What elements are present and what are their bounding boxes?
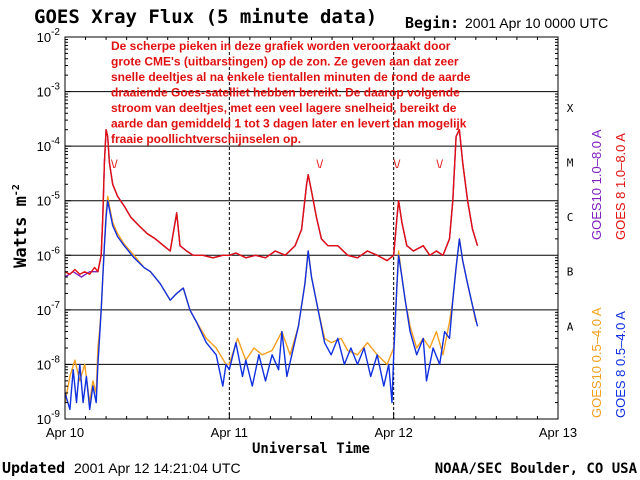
y-tick-base: 10 [37,85,51,100]
begin-value: 2001 Apr 10 0000 UTC [465,15,608,31]
y-tick-label: 10-4 [37,136,61,154]
annotation-line: draaiende Goes-satelliet hebben bereikt.… [111,86,460,100]
y-tick-base: 10 [37,248,51,263]
y-ticks: 10-210-310-410-510-610-710-810-9 [37,27,558,427]
day-separators [228,37,395,419]
svg-text:Watts m-2: Watts m-2 [11,184,31,268]
annotation-marker: \/ [316,157,323,171]
y-tick-exp: -6 [51,245,60,256]
y-tick-base: 10 [37,412,51,427]
annotation-line: snelle deeltjes al na enkele tientallen … [111,70,471,84]
y-tick-label: 10-8 [37,354,61,372]
annotation-line: De scherpe pieken in deze grafiek worden… [111,39,451,53]
y-tick-exp: -7 [51,300,60,311]
source-credit: NOAA/SEC Boulder, CO USA [435,461,638,477]
x-ticks: Apr 10 Apr 11 Apr 12 Apr 13 [46,37,577,440]
flare-class-label: X [567,102,574,115]
annotation-line: stroom van deeltjes, met een veel lagere… [111,101,457,115]
flare-class-label: A [567,320,574,333]
series-layer [64,129,479,411]
y-tick-label: 10-3 [37,82,61,100]
annotation-marker: \/ [111,157,118,171]
y-tick-label: 10-2 [37,27,61,45]
y-tick-exp: -9 [51,409,60,420]
y-tick-base: 10 [37,357,51,372]
annotation-marker: \/ [436,157,443,171]
x-tick-label: Apr 10 [46,425,84,440]
y-axis-label-base: Watts m [11,196,31,268]
y-tick-label: 10-9 [37,409,61,427]
y-axis-label-exp: -2 [11,184,22,196]
x-tick-label: Apr 11 [211,425,248,440]
x-tick-label: Apr 13 [539,425,577,440]
x-tick-label: Apr 12 [375,425,413,440]
flare-class-label: M [567,157,574,170]
y-axis-label: Watts m-2 [11,184,31,268]
series-line [64,195,477,404]
plot-area: 10-210-310-410-510-610-710-810-9 Apr 10 A… [37,27,578,440]
y-tick-label: 10-5 [37,191,61,209]
annotation-marker: \/ [394,157,401,171]
series-line [64,129,479,275]
y-tick-label: 10-6 [37,245,61,263]
chart-title: GOES Xray Flux (5 minute data) [34,6,377,28]
legend-entry: GOES10 0.5–4.0 A [589,307,604,418]
y-tick-base: 10 [37,30,51,45]
y-tick-exp: -3 [51,82,60,93]
updated-label: Updated [2,459,65,477]
y-tick-exp: -8 [51,354,60,365]
begin-label: Begin: [405,14,459,32]
updated-value: 2001 Apr 12 14:21:04 UTC [74,460,241,476]
y-tick-base: 10 [37,303,51,318]
annotation: De scherpe pieken in deze grafiek worden… [111,39,471,171]
y-tick-base: 10 [37,139,51,154]
annotation-line: fraaie poollichtverschijnselen op. [111,132,301,146]
y-tick-label: 10-7 [37,300,61,318]
legend-entry: GOES 8 1.0–8.0 A [613,133,628,240]
x-axis-label: Universal Time [252,441,370,457]
flare-class-label: C [567,211,574,224]
annotation-line: aarde dan gemiddeld 1 tot 3 dagen later … [111,117,467,131]
flare-class-labels: A B C M X [567,102,574,333]
legend-entry: GOES10 1.0–8.0 A [589,129,604,240]
y-tick-exp: -2 [51,27,60,38]
y-tick-exp: -5 [51,191,60,202]
legend-entry: GOES 8 0.5–4.0 A [613,311,628,418]
series-line [64,200,479,411]
legend: GOES10 1.0–8.0 A GOES 8 1.0–8.0 A GOES10 0… [589,129,628,418]
gridlines [65,91,558,365]
y-tick-base: 10 [37,194,51,209]
flare-class-label: B [567,266,574,279]
y-tick-exp: -4 [51,136,60,147]
annotation-line: grote CME's (uitbarstingen) op de zon. Z… [111,55,459,69]
